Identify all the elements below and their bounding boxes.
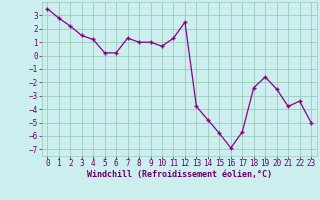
X-axis label: Windchill (Refroidissement éolien,°C): Windchill (Refroidissement éolien,°C) [87,170,272,179]
